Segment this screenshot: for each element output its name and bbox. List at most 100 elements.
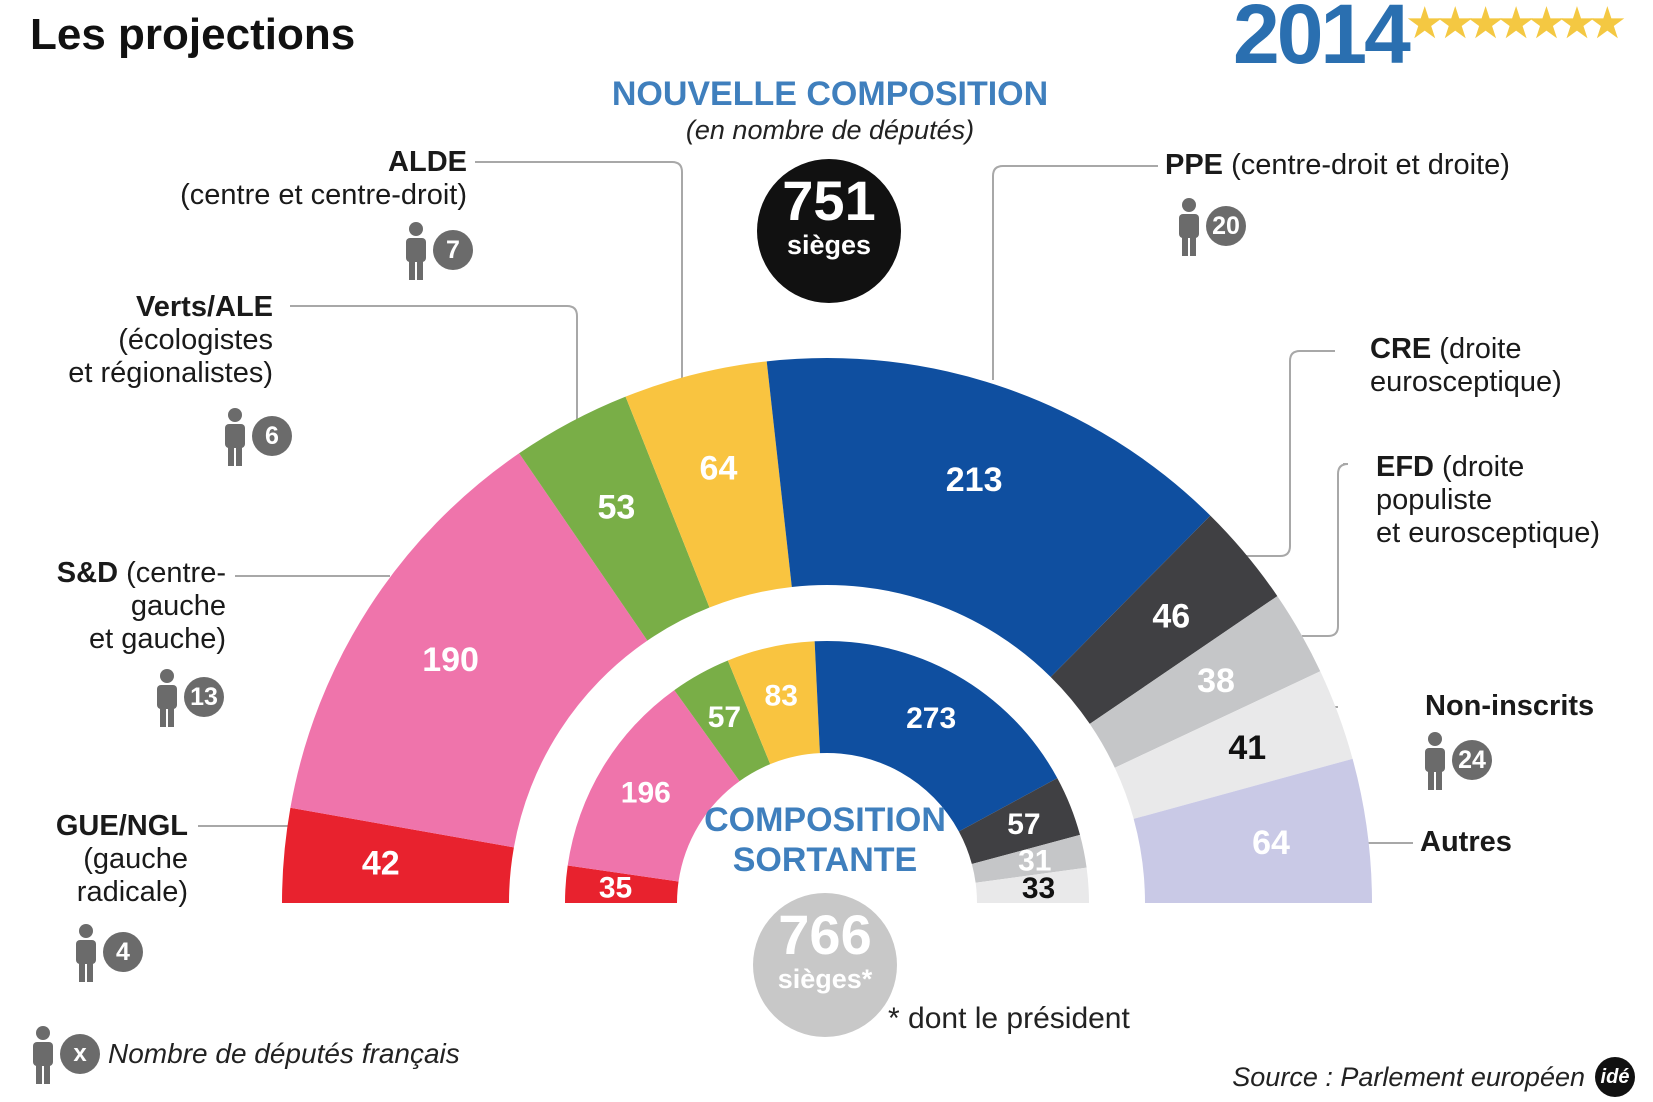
label-efd-desc-1: (droite bbox=[1434, 451, 1525, 483]
new-value-label-gue-ngl: 42 bbox=[362, 845, 400, 883]
new-segment-alde bbox=[625, 361, 792, 608]
new-segment-cre bbox=[1050, 515, 1278, 724]
french-count-badge: 13 bbox=[184, 677, 224, 717]
person-icon bbox=[406, 222, 426, 280]
legend-text: Nombre de députés français bbox=[108, 1038, 460, 1069]
new-segment-efd bbox=[1089, 596, 1321, 768]
stars-decoration: ★★★★★★★ bbox=[1405, 0, 1627, 48]
label-sd-desc-1: (centre- bbox=[118, 557, 226, 589]
old-segment-verts-ale bbox=[674, 660, 771, 782]
new-value-label-efd: 38 bbox=[1197, 662, 1235, 700]
old-segment-non-inscrits bbox=[975, 867, 1089, 903]
old-value-label-ppe: 273 bbox=[906, 702, 956, 735]
page-title: Les projections bbox=[30, 10, 356, 59]
label-ppe-desc: (centre-droit et droite) bbox=[1223, 149, 1510, 181]
label-alde-desc: (centre et centre-droit) bbox=[180, 179, 467, 211]
label-gue-desc-1: (gauche bbox=[83, 843, 188, 875]
label-cre-short: CRE bbox=[1370, 333, 1432, 365]
old-value-label-gue-ngl: 35 bbox=[599, 871, 632, 904]
legend: x Nombre de députés français bbox=[30, 1022, 460, 1086]
person-icon bbox=[1425, 732, 1445, 790]
french-count-gue: 4 bbox=[73, 920, 143, 984]
person-icon bbox=[33, 1026, 53, 1084]
new-segment-non-inscrits bbox=[1114, 671, 1353, 819]
new-seats-badge: 751 sièges bbox=[757, 159, 901, 303]
label-alde: ALDE (centre et centre-droit) bbox=[180, 146, 467, 212]
old-segment-alde bbox=[727, 641, 820, 765]
legend-badge: x bbox=[60, 1034, 100, 1074]
label-cre-desc-1: (droite bbox=[1431, 333, 1522, 365]
label-ppe-short: PPE bbox=[1165, 149, 1224, 181]
label-gue-short: GUE/NGL bbox=[55, 810, 188, 842]
french-count-badge: 4 bbox=[103, 932, 143, 972]
label-cre-desc-2: eurosceptique) bbox=[1370, 366, 1562, 398]
label-cre: CRE (droite eurosceptique) bbox=[1370, 333, 1562, 399]
outgoing-seats-badge: 766 sièges* bbox=[753, 893, 897, 1037]
person-icon bbox=[225, 408, 245, 466]
label-gue-desc-2: radicale) bbox=[76, 876, 188, 908]
new-seats-number: 751 bbox=[782, 169, 876, 232]
person-icon bbox=[76, 924, 96, 982]
label-efd: EFD (droite populiste et eurosceptique) bbox=[1376, 451, 1600, 550]
old-segment-cre bbox=[958, 778, 1081, 865]
old-value-label-efd: 31 bbox=[1018, 845, 1051, 878]
label-sd-desc-3: et gauche) bbox=[88, 623, 226, 655]
old-value-label-verts-ale: 57 bbox=[708, 701, 741, 734]
new-composition-subtitle: (en nombre de députés) bbox=[685, 115, 975, 145]
new-segment-ppe bbox=[766, 358, 1211, 677]
new-value-label-ppe: 213 bbox=[946, 461, 1003, 499]
outgoing-composition-title: COMPOSITION SORTANTE bbox=[704, 801, 946, 879]
old-value-label-s-d: 196 bbox=[621, 776, 671, 809]
label-sd-desc-2: gauche bbox=[130, 590, 226, 622]
label-sd: S&D (centre- gauche et gauche) bbox=[57, 557, 226, 656]
old-value-label-non-inscrits: 33 bbox=[1022, 872, 1055, 905]
french-count-badge: 24 bbox=[1452, 740, 1492, 780]
publisher-logo: idé bbox=[1595, 1057, 1635, 1097]
new-seats-label: sièges bbox=[786, 230, 872, 260]
label-efd-desc-2: populiste bbox=[1376, 484, 1493, 516]
french-count-badge: 7 bbox=[433, 230, 473, 270]
label-verts-short: Verts/ALE bbox=[136, 291, 273, 323]
old-segment-gue-ngl bbox=[565, 865, 679, 903]
new-segment-s-d bbox=[290, 453, 648, 848]
outgoing-seats-number: 766 bbox=[778, 903, 872, 966]
new-composition-title: NOUVELLE COMPOSITION bbox=[611, 75, 1049, 113]
old-segment-efd bbox=[971, 834, 1087, 883]
label-verts-desc-1: (écologistes bbox=[118, 324, 273, 356]
new-value-label-autres: 64 bbox=[1252, 824, 1290, 862]
new-segment-autres bbox=[1133, 758, 1372, 903]
label-non-inscrits: Non-inscrits bbox=[1425, 690, 1594, 723]
new-value-label-s-d: 190 bbox=[422, 641, 479, 679]
new-value-label-alde: 64 bbox=[700, 449, 738, 487]
french-count-badge: 6 bbox=[252, 416, 292, 456]
footnote: * dont le président bbox=[888, 1002, 1130, 1035]
new-segment-verts-ale bbox=[519, 396, 710, 641]
label-verts-desc-2: et régionalistes) bbox=[68, 357, 273, 389]
label-non-inscrits-short: Non-inscrits bbox=[1425, 690, 1595, 722]
year-logo: 2014 bbox=[1233, 0, 1411, 81]
label-autres: Autres bbox=[1420, 826, 1512, 859]
person-icon bbox=[157, 669, 177, 727]
new-segment-gue-ngl bbox=[282, 807, 514, 903]
label-sd-short: S&D bbox=[56, 557, 119, 589]
french-count-badge: 20 bbox=[1206, 206, 1246, 246]
outgoing-seats-label: sièges* bbox=[777, 964, 873, 994]
leader-lines bbox=[198, 161, 1413, 844]
french-count-non-inscrits: 24 bbox=[1422, 728, 1492, 792]
french-count-alde: 7 bbox=[403, 218, 473, 282]
french-count-ppe: 20 bbox=[1176, 194, 1246, 258]
french-count-sd: 13 bbox=[154, 665, 224, 729]
new-value-label-non-inscrits: 41 bbox=[1228, 729, 1266, 767]
label-autres-short: Autres bbox=[1420, 826, 1512, 858]
label-alde-short: ALDE bbox=[388, 146, 467, 178]
source: Source : Parlement européen bbox=[1232, 1062, 1585, 1092]
old-segment-ppe bbox=[814, 641, 1058, 832]
new-value-label-cre: 46 bbox=[1152, 597, 1190, 635]
label-efd-desc-3: et eurosceptique) bbox=[1376, 517, 1601, 549]
label-efd-short: EFD bbox=[1376, 451, 1434, 483]
label-ppe: PPE (centre-droit et droite) bbox=[1165, 149, 1510, 182]
french-count-verts: 6 bbox=[222, 404, 292, 468]
